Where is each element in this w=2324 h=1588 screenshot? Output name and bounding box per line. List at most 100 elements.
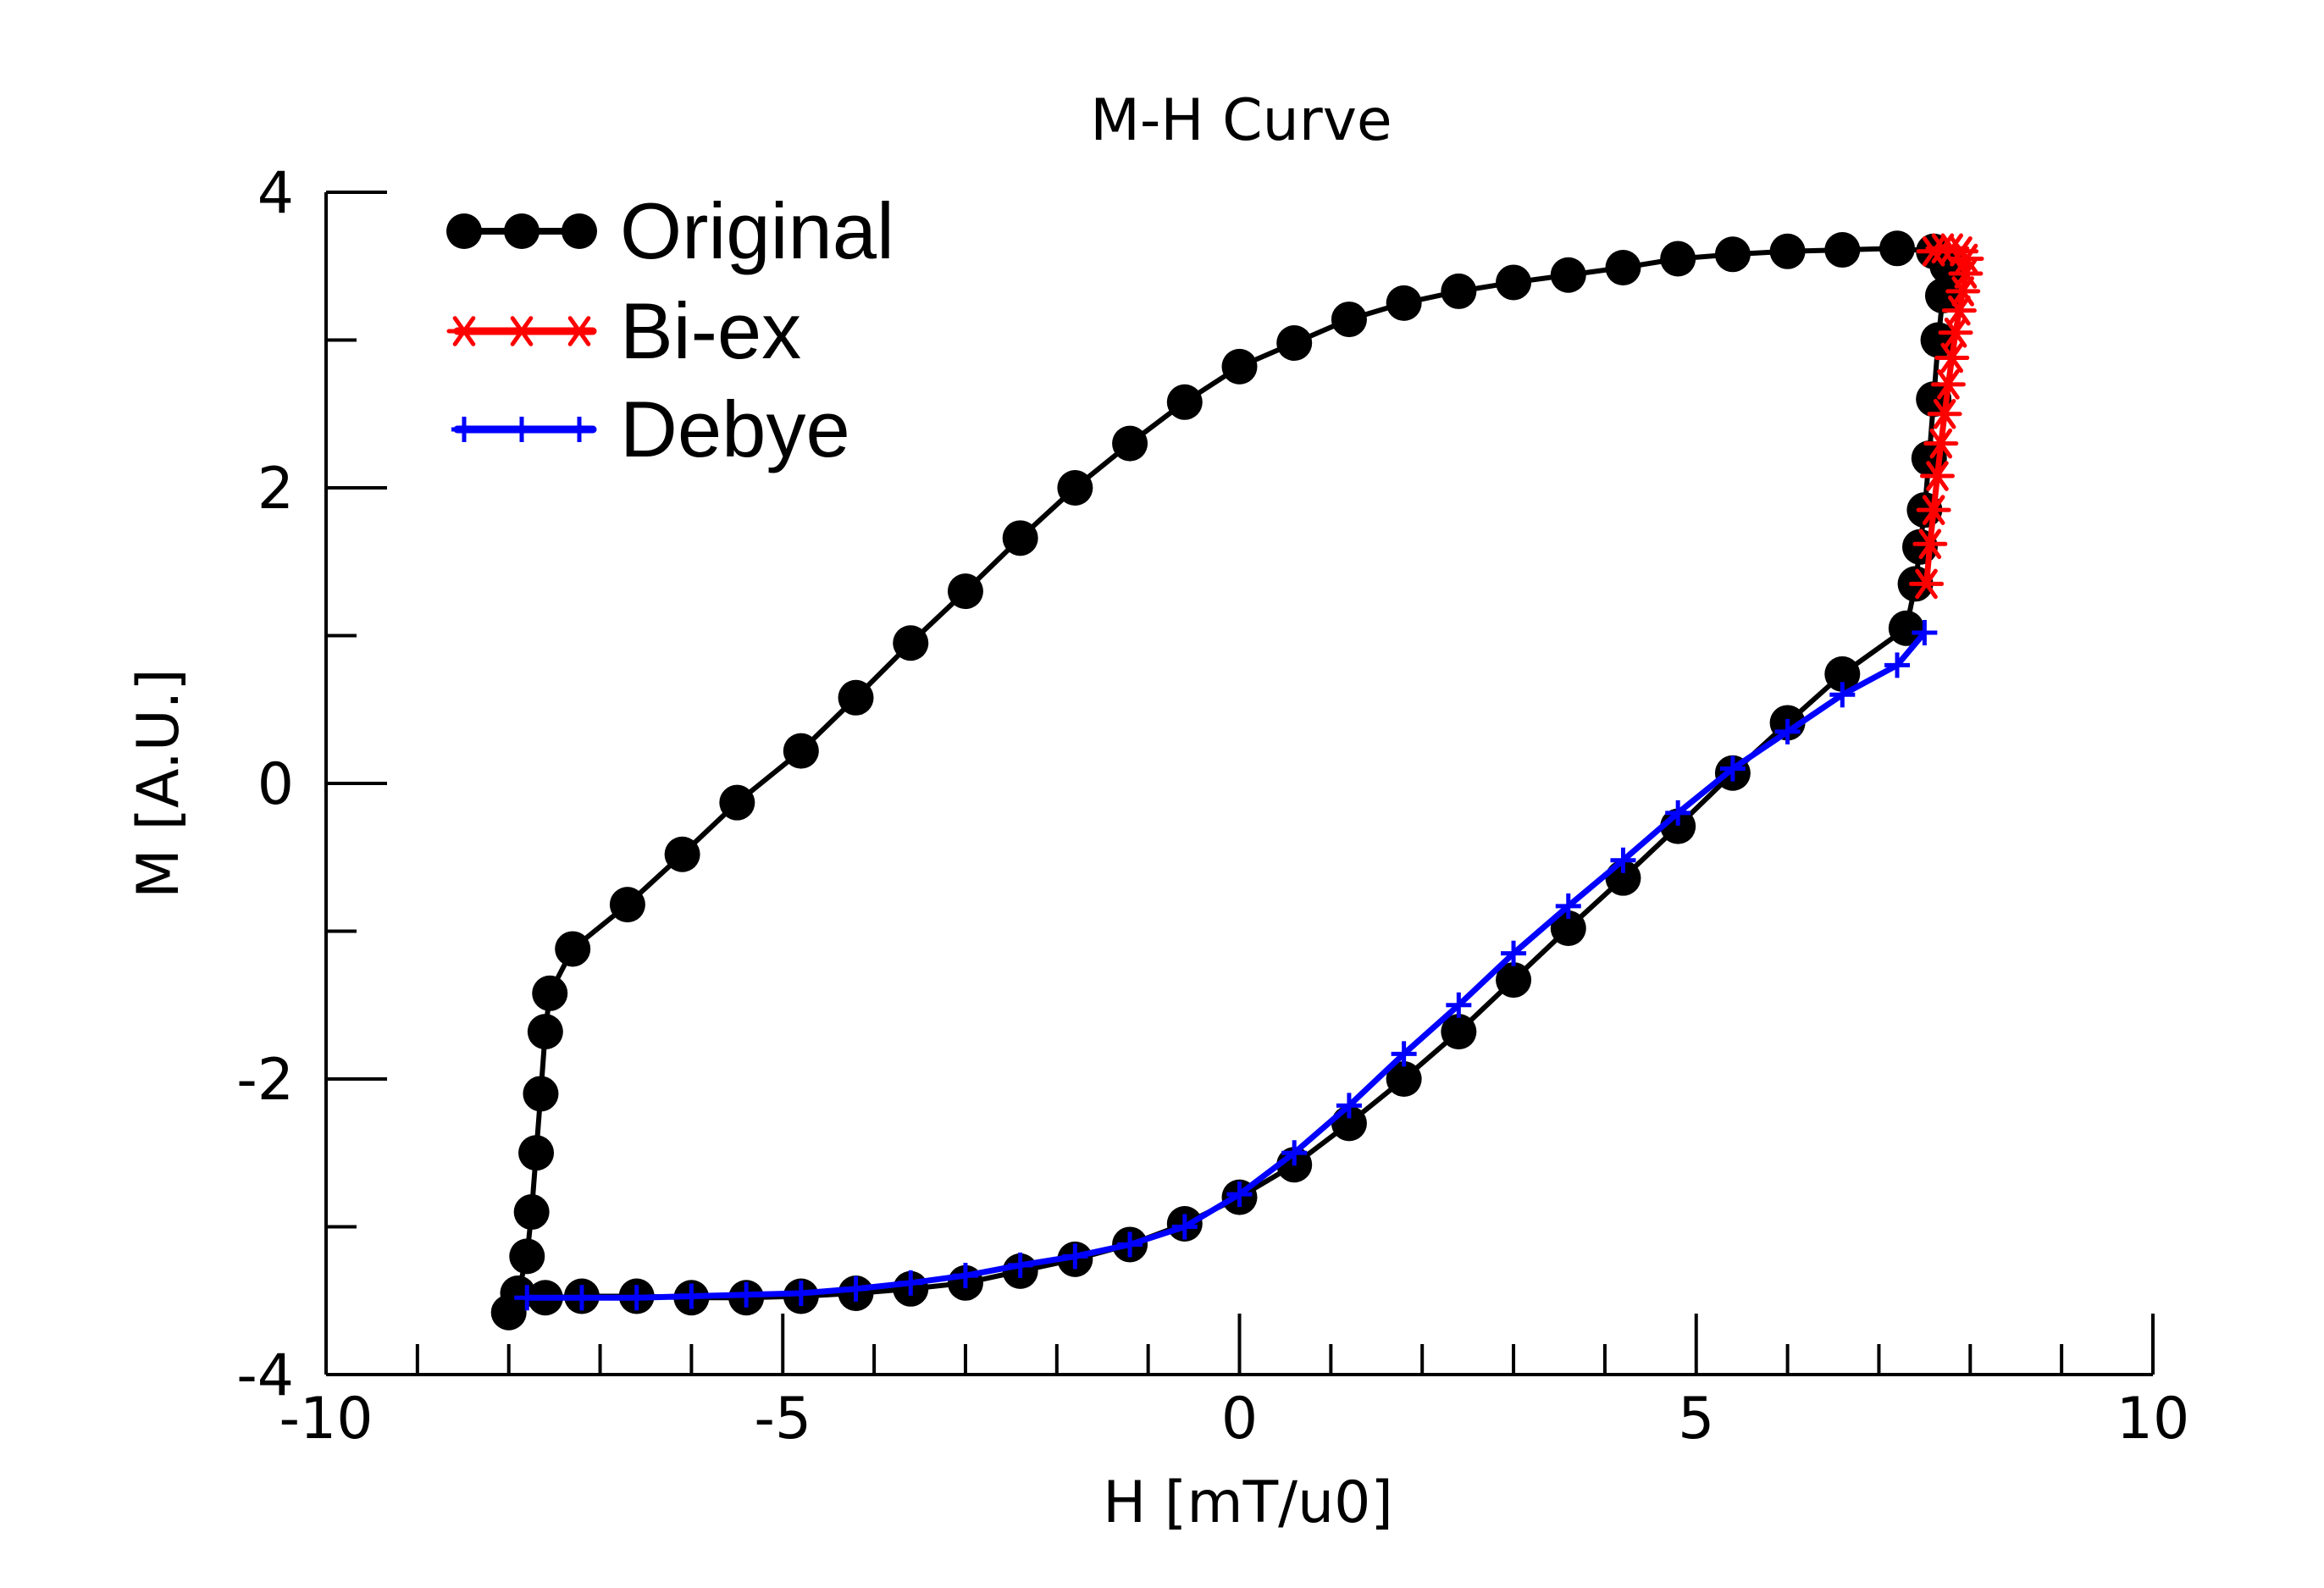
data-point-original: [1276, 324, 1313, 361]
data-point-original: [527, 1014, 563, 1050]
data-point-debye: [1062, 1243, 1088, 1270]
data-point-original: [1166, 384, 1203, 420]
data-point-debye: [1829, 682, 1856, 708]
data-point-debye: [1719, 755, 1746, 782]
data-point-original: [1441, 273, 1477, 309]
data-point-original: [1496, 264, 1532, 301]
data-point-bi-ex: [1916, 495, 1951, 525]
data-point-debye: [1884, 652, 1911, 678]
data-point-original: [719, 784, 755, 821]
data-point-debye: [1391, 1041, 1417, 1067]
data-point-bi-ex: [1919, 461, 1955, 491]
legend-marker-bi-ex: [446, 316, 482, 346]
data-point-original: [783, 733, 819, 769]
data-point-debye: [623, 1285, 650, 1311]
legend-marker-bi-ex: [504, 316, 540, 346]
data-point-original: [893, 625, 929, 661]
x-tick-label: -10: [279, 1386, 373, 1452]
data-point-debye: [1336, 1093, 1362, 1119]
data-point-debye: [514, 1285, 540, 1311]
data-point-debye: [1774, 718, 1801, 744]
data-point-original: [513, 1194, 550, 1231]
data-point-debye: [678, 1283, 705, 1309]
data-point-original: [609, 887, 645, 923]
data-point-debye: [788, 1281, 814, 1307]
data-point-debye: [568, 1285, 595, 1311]
data-point-debye: [1555, 893, 1581, 919]
data-point-debye: [1117, 1231, 1143, 1258]
legend-item-original: Original: [446, 186, 894, 275]
data-point-original: [1112, 425, 1148, 462]
data-point-original: [838, 679, 874, 716]
legend-item-debye: Debye: [451, 385, 850, 473]
data-point-bi-ex: [1912, 528, 1948, 560]
data-point-debye: [952, 1263, 978, 1289]
data-point-original: [1550, 910, 1586, 947]
legend-marker-debye: [509, 417, 534, 442]
data-point-original: [509, 1238, 545, 1275]
data-point-bi-ex: [1934, 342, 1970, 373]
data-point-debye: [898, 1270, 924, 1296]
data-point-original: [1550, 257, 1586, 293]
data-point-original: [1496, 962, 1532, 999]
x-tick-label: -5: [754, 1386, 811, 1452]
data-point-debye: [1281, 1140, 1308, 1166]
data-point-debye: [1171, 1214, 1198, 1240]
data-point-original: [1002, 520, 1038, 556]
data-point-debye: [733, 1281, 760, 1308]
legend-marker-original: [504, 213, 540, 249]
data-point-debye: [1610, 847, 1636, 873]
y-tick-label: 4: [257, 160, 294, 227]
data-point-original: [1221, 348, 1258, 385]
data-point-original: [532, 975, 568, 1011]
series-bi-ex: [1909, 233, 1984, 600]
legend-marker-debye: [451, 417, 477, 442]
legend-item-bi-ex: Bi-ex: [446, 286, 801, 375]
legend-marker-bi-ex: [562, 316, 597, 346]
data-point-bi-ex: [1923, 428, 1959, 459]
legend-label-bi-ex: Bi-ex: [620, 286, 801, 375]
legend-marker-original: [562, 213, 597, 249]
axes-layer: -10 -5 0 5 10 -4 -2 0 2 4: [236, 160, 2189, 1452]
data-point-original: [1888, 610, 1924, 646]
legend: Original Bi-ex Debye: [446, 186, 894, 473]
y-tick-label: 2: [257, 456, 294, 523]
data-point-debye: [1446, 992, 1472, 1018]
y-tick-label: 0: [257, 751, 294, 818]
data-point-bi-ex: [1927, 398, 1962, 429]
data-point-debye: [1912, 620, 1938, 646]
data-point-original: [518, 1135, 555, 1171]
data-point-original: [1386, 285, 1422, 321]
series-debye: [514, 620, 1938, 1311]
data-point-debye: [843, 1275, 869, 1302]
data-point-original: [1441, 1014, 1477, 1050]
data-point-original: [664, 836, 700, 872]
data-point-debye: [1665, 800, 1691, 826]
legend-marker-original: [446, 213, 482, 249]
data-point-original: [947, 573, 983, 610]
chart-title: M-H Curve: [1090, 87, 1392, 154]
y-tick-label: -4: [236, 1342, 294, 1409]
plot-layer: [490, 230, 1984, 1331]
y-tick-label: -2: [236, 1047, 294, 1114]
data-point-original: [1386, 1061, 1422, 1097]
data-point-original: [1331, 302, 1367, 338]
legend-label-original: Original: [620, 186, 894, 275]
data-point-original: [1879, 230, 1916, 267]
legend-label-debye: Debye: [620, 385, 850, 473]
data-point-original: [1824, 232, 1861, 268]
data-point-debye: [1226, 1181, 1253, 1208]
data-point-original: [1660, 241, 1696, 277]
data-point-bi-ex: [1909, 568, 1945, 600]
data-point-original: [523, 1076, 559, 1112]
data-point-debye: [1007, 1252, 1033, 1278]
data-point-original: [555, 931, 591, 967]
data-point-original: [1605, 249, 1641, 285]
data-point-original: [1714, 236, 1751, 273]
y-axis-title: M [A.U.]: [125, 668, 192, 899]
data-point-bi-ex: [1930, 369, 1966, 400]
data-point-original: [1057, 470, 1093, 506]
data-point-original: [1769, 233, 1806, 269]
